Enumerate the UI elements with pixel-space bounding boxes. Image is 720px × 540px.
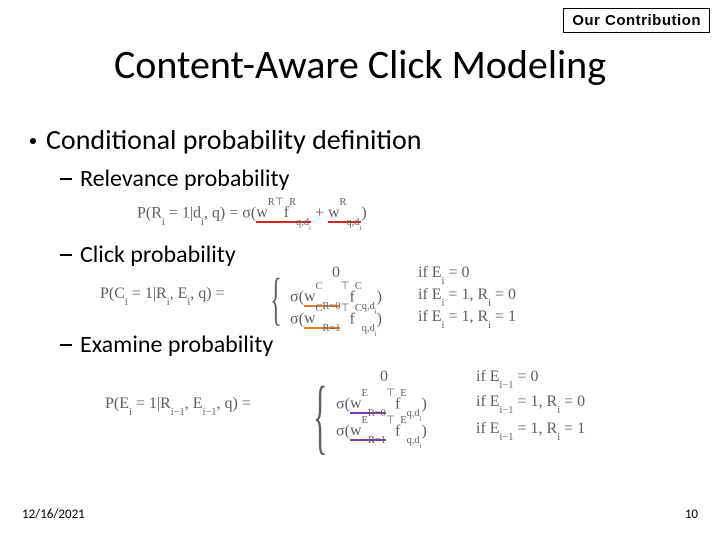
eq-examine-cond1: if Ei−1 = 0 [476,368,539,388]
bullet-relevance-text: Relevance probability [80,164,289,193]
eq-examine-case3: σ(wER=1⊤fEq,di) [336,420,427,445]
eq-examine-lhs: P(Ei = 1|Ri−1, Ei−1, q) = [105,395,251,415]
brace-icon: { [270,282,281,317]
eq-examine-cond3: if Ei−1 = 1, Ri = 1 [476,420,585,440]
eq-click-case2: σ(wCR=0⊤fCq,di) [290,286,382,311]
eq-click-cond3: if Ei = 1, Ri = 1 [418,308,516,328]
bullet-click-text: Click probability [80,240,236,269]
dash-icon [60,254,72,257]
eq-click-case3: σ(wCR=1⊤fCq,di) [290,308,382,333]
bullet-main-text: Conditional probability definition [46,122,422,157]
eq-click-cond1: if Ei = 0 [418,264,469,284]
dash-icon [60,344,72,347]
footer-page: 10 [685,507,698,522]
eq-examine-cond2: if Ei−1 = 1, Ri = 0 [476,393,585,413]
eq-examine-case1: 0 [380,368,388,386]
eq-relevance: P(Ri = 1|di, q) = σ(wR⊤fRq,di + wRq,di) [137,202,367,227]
contribution-badge: Our Contribution [563,8,710,33]
brace-icon: { [313,392,327,442]
eq-examine-case2: σ(wER=0⊤fEq,di) [336,393,427,418]
eq-click-lhs: P(Ci = 1|Ri, Ei, q) = [100,285,225,305]
eq-click-cond2: if Ei = 1, Ri = 0 [418,286,516,306]
bullet-examine-text: Examine probability [80,330,273,359]
dash-icon [60,178,72,181]
bullet-examine: Examine probability [60,330,273,359]
bullet-dot [30,138,36,144]
bullet-click: Click probability [60,240,236,269]
footer-date: 12/16/2021 [22,507,85,522]
bullet-relevance: Relevance probability [60,164,289,193]
bullet-main: Conditional probability definition [30,122,422,157]
eq-click-case1: 0 [332,264,340,282]
slide-title: Content-Aware Click Modeling [0,40,720,89]
